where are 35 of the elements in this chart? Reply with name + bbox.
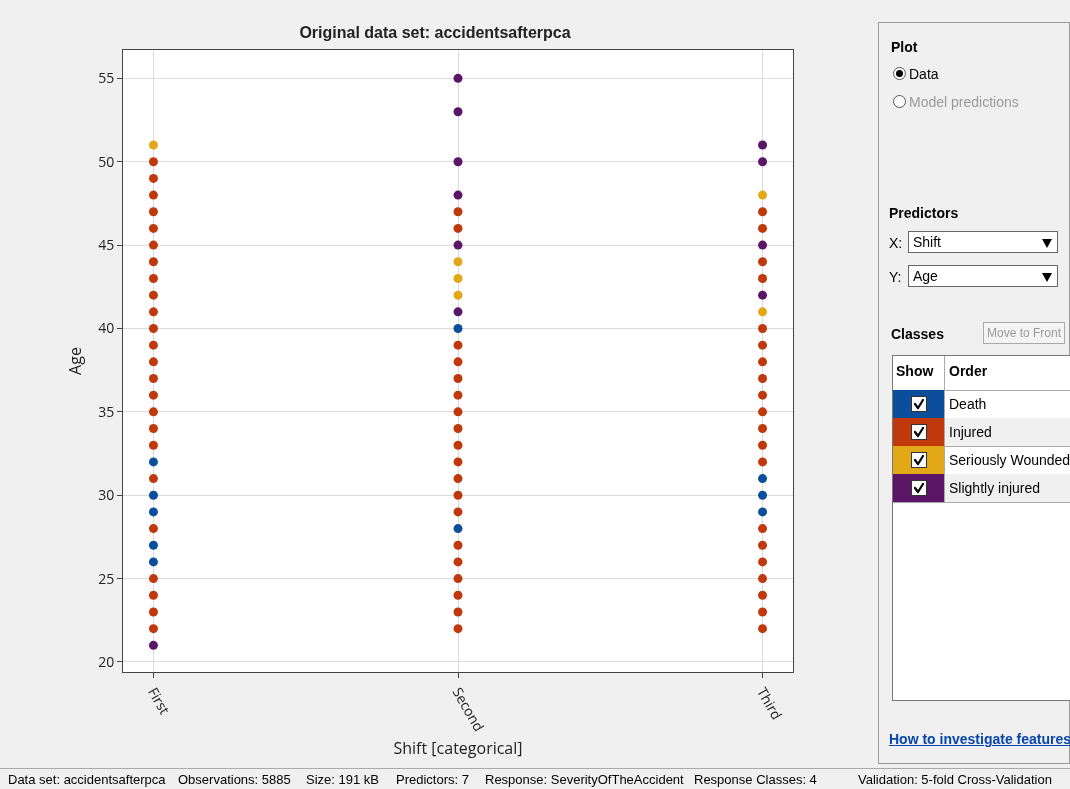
text: Order xyxy=(949,363,988,379)
text: Plot xyxy=(891,39,918,55)
legend-label: Seriously Wounded xyxy=(949,452,1070,468)
text: Y: xyxy=(889,269,902,285)
text: Show xyxy=(896,363,934,379)
text: Age xyxy=(913,268,938,284)
y-tick-label: 50 xyxy=(98,151,115,171)
y-tick-label: 35 xyxy=(98,401,115,421)
y-tick-label: 30 xyxy=(98,485,115,505)
text: Predictors: 7 xyxy=(396,772,469,787)
text: Validation: 5-fold Cross-Validation xyxy=(858,772,1052,787)
text: Predictors xyxy=(889,205,959,221)
y-tick-label: 20 xyxy=(98,651,115,671)
chart-title: Original data set: accidentsafterpca xyxy=(299,23,571,41)
y-tick-label: 55 xyxy=(98,68,115,88)
y-tick-label: 45 xyxy=(98,235,115,254)
y-axis-title: Age xyxy=(64,347,86,375)
text: Data set: accidentsafterpca xyxy=(8,772,166,787)
text: Classes xyxy=(891,326,944,342)
text: Move to Front xyxy=(987,326,1062,340)
text: Observations: 5885 xyxy=(178,772,291,787)
text: X: xyxy=(889,235,903,251)
y-tick-label: 40 xyxy=(98,318,115,338)
y-tick-label: 25 xyxy=(98,568,115,588)
x-axis-title: Shift [categorical] xyxy=(393,736,523,759)
text: Data xyxy=(909,66,939,82)
legend-label: Slightly injured xyxy=(949,480,1041,496)
text: Shift xyxy=(913,234,942,250)
text: Model predictions xyxy=(909,94,1019,110)
text: Size: 191 kB xyxy=(306,772,379,787)
legend-label: Injured xyxy=(949,424,992,440)
text: How to investigate features xyxy=(889,731,1070,747)
text: Response Classes: 4 xyxy=(694,772,817,787)
text: Response: SeverityOfTheAccident xyxy=(485,772,684,787)
legend-label: Death xyxy=(949,396,987,412)
